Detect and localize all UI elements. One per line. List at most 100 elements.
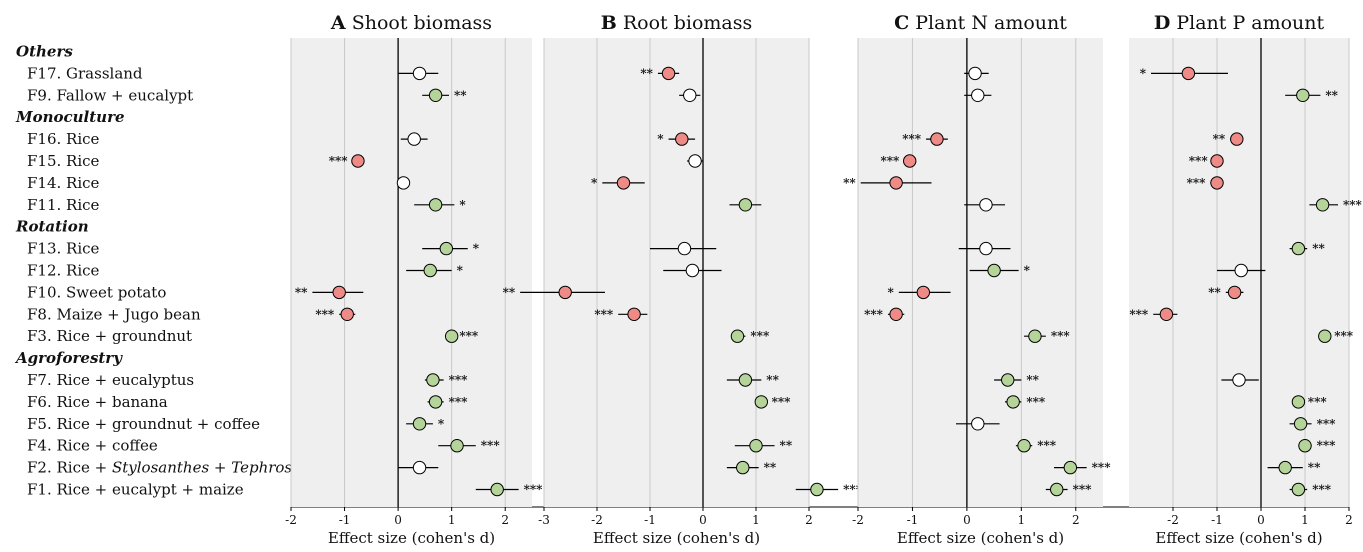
- data-point-group: ***: [315, 307, 356, 321]
- tick-label: -3: [538, 513, 550, 527]
- data-point: [1159, 307, 1174, 321]
- panel-letter: C: [894, 12, 909, 34]
- tick-label: 1: [1018, 513, 1026, 527]
- row-label: F12. Rice: [27, 262, 100, 280]
- data-point-group: *: [888, 285, 951, 299]
- significance-label: ***: [1317, 417, 1337, 431]
- panel-a: -2 -1 0 1 2 A Shoot biomass Effect size (cohen…: [285, 12, 543, 547]
- data-point-group: ***: [880, 154, 917, 168]
- data-point-group: *: [657, 132, 696, 146]
- data-point: [916, 285, 931, 300]
- tick-label: 2: [1345, 513, 1353, 527]
- data-point-group: *: [591, 176, 645, 190]
- row-label: F7. Rice + eucalyptus: [27, 371, 194, 389]
- significance-label: ***: [1092, 461, 1112, 475]
- data-point-group: ***: [1005, 395, 1046, 409]
- significance-label: ***: [1037, 439, 1057, 453]
- data-point: [889, 176, 903, 190]
- data-point: [1318, 329, 1332, 343]
- data-point: [1050, 482, 1064, 497]
- tick-label: -1: [644, 513, 656, 527]
- significance-label: ***: [1187, 176, 1207, 190]
- data-point-group: ***: [444, 329, 479, 343]
- group-label: Monoculture: [15, 108, 125, 126]
- data-point: [1293, 417, 1308, 431]
- data-point-group: [400, 132, 428, 146]
- row-label-part: +: [209, 459, 231, 477]
- data-point: [979, 241, 993, 256]
- data-point-group: ***: [902, 132, 948, 146]
- data-point: [810, 482, 824, 497]
- significance-label: *: [457, 264, 464, 278]
- data-point: [412, 417, 427, 431]
- significance-label: ***: [1051, 329, 1071, 343]
- significance-label: ***: [1317, 439, 1337, 453]
- data-point-group: ***: [1024, 329, 1070, 343]
- data-point-group: **: [843, 176, 932, 190]
- data-point: [1210, 176, 1224, 190]
- data-point-group: *: [1140, 66, 1228, 80]
- panel-letter: D: [1154, 12, 1170, 34]
- panel-background: [544, 38, 809, 507]
- x-axis-label: Effect size (cohen's d): [897, 529, 1064, 547]
- significance-label: ***: [1312, 483, 1332, 497]
- data-point: [688, 154, 702, 168]
- data-point: [1291, 241, 1306, 256]
- panel-title: A Shoot biomass: [330, 12, 492, 34]
- data-point: [428, 395, 443, 409]
- data-point: [1315, 198, 1330, 212]
- row-label: F10. Sweet potato: [27, 283, 166, 301]
- data-point-group: *: [414, 198, 466, 212]
- data-point: [979, 198, 993, 212]
- data-point: [1230, 132, 1244, 146]
- row-label: F16. Rice: [27, 130, 100, 148]
- significance-label: *: [888, 285, 895, 299]
- significance-label: *: [657, 132, 664, 146]
- significance-label: *: [459, 198, 466, 212]
- data-point-group: **: [1213, 132, 1244, 146]
- significance-label: ***: [1189, 154, 1209, 168]
- significance-label: *: [1024, 264, 1031, 278]
- tick-label: 1: [752, 513, 760, 527]
- significance-label: **: [1026, 373, 1039, 387]
- row-label-part: F2. Rice +: [27, 459, 112, 477]
- tick-label: 2: [1072, 513, 1080, 527]
- data-point: [675, 132, 689, 146]
- significance-label: **: [843, 176, 856, 190]
- data-point-group: ***: [1187, 176, 1224, 190]
- tick-label: 0: [394, 513, 402, 527]
- x-axis-label: Effect size (cohen's d): [328, 529, 495, 547]
- significance-label: **: [1213, 132, 1226, 146]
- data-point-group: ***: [1189, 154, 1224, 168]
- significance-label: ***: [315, 307, 335, 321]
- panel-title: B Root biomass: [601, 12, 753, 34]
- group-label: Agroforestry: [14, 349, 123, 367]
- significance-label: ***: [594, 307, 614, 321]
- data-point-group: ***: [1129, 307, 1178, 321]
- significance-label: ***: [1334, 329, 1354, 343]
- significance-label: **: [1308, 461, 1321, 475]
- data-point-group: ***: [424, 373, 468, 387]
- data-point: [1227, 285, 1242, 300]
- panel-background: [858, 38, 1103, 507]
- data-point: [627, 307, 641, 321]
- significance-label: *: [438, 417, 445, 431]
- data-point: [1278, 460, 1292, 475]
- data-point-group: ***: [594, 307, 648, 321]
- data-point: [1298, 439, 1312, 453]
- data-point-group: [729, 198, 762, 212]
- data-point: [738, 198, 753, 212]
- row-label: F4. Rice + coffee: [27, 437, 158, 455]
- data-point: [332, 285, 346, 300]
- significance-label: ***: [772, 395, 792, 409]
- tick-label: -2: [285, 513, 297, 527]
- data-point-group: ***: [438, 439, 500, 453]
- row-label: F9. Fallow + eucalypt: [27, 86, 193, 104]
- tick-label: 0: [699, 513, 707, 527]
- data-point: [558, 285, 572, 300]
- significance-label: **: [1325, 88, 1338, 102]
- x-axis-label: Effect size (cohen's d): [593, 529, 760, 547]
- data-point-group: ***: [1289, 483, 1332, 497]
- row-label-part: Stylosanthes: [112, 459, 209, 477]
- data-point: [340, 307, 354, 321]
